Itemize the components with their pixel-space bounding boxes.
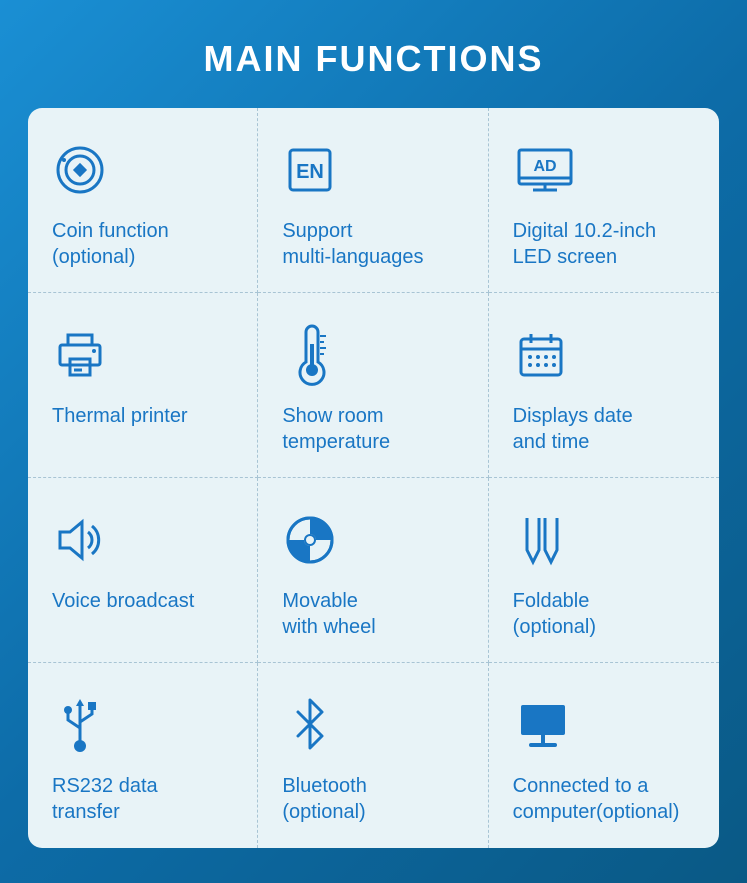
feature-label: Foldable (optional) [513, 588, 699, 640]
usb-icon [52, 691, 237, 759]
svg-text:AD: AD [533, 158, 556, 175]
printer-icon [52, 321, 237, 389]
foldable-icon [513, 506, 699, 574]
feature-calendar: Displays date and time [489, 293, 719, 478]
feature-language: EN Support multi-languages [258, 108, 488, 293]
feature-label: Support multi-languages [282, 218, 467, 270]
svg-text:EN: EN [296, 161, 324, 183]
wheel-icon [282, 506, 467, 574]
feature-label: Displays date and time [513, 403, 699, 455]
feature-label: Bluetooth (optional) [282, 773, 467, 825]
feature-foldable: Foldable (optional) [489, 478, 719, 663]
feature-thermometer: Show room temperature [258, 293, 488, 478]
feature-label: Connected to a computer(optional) [513, 773, 699, 825]
feature-speaker: Voice broadcast [28, 478, 258, 663]
feature-wheel: Movable with wheel [258, 478, 488, 663]
feature-label: Movable with wheel [282, 588, 467, 640]
feature-computer: Connected to a computer(optional) [489, 663, 719, 848]
coin-icon [52, 136, 237, 204]
speaker-icon [52, 506, 237, 574]
feature-label: RS232 data transfer [52, 773, 237, 825]
feature-label: Coin function (optional) [52, 218, 237, 270]
feature-screen: AD Digital 10.2-inch LED screen [489, 108, 719, 293]
feature-label: Show room temperature [282, 403, 467, 455]
feature-coin: Coin function (optional) [28, 108, 258, 293]
features-grid: Coin function (optional) EN Support mult… [28, 108, 719, 848]
bluetooth-icon [282, 691, 467, 759]
feature-label: Thermal printer [52, 403, 237, 429]
page-title: MAIN FUNCTIONS [0, 0, 747, 108]
feature-printer: Thermal printer [28, 293, 258, 478]
computer-icon [513, 691, 699, 759]
feature-label: Digital 10.2-inch LED screen [513, 218, 699, 270]
feature-usb: RS232 data transfer [28, 663, 258, 848]
feature-label: Voice broadcast [52, 588, 237, 614]
features-panel: Coin function (optional) EN Support mult… [28, 108, 719, 848]
language-icon: EN [282, 136, 467, 204]
thermometer-icon [282, 321, 467, 389]
calendar-icon [513, 321, 699, 389]
screen-icon: AD [513, 136, 699, 204]
feature-bluetooth: Bluetooth (optional) [258, 663, 488, 848]
